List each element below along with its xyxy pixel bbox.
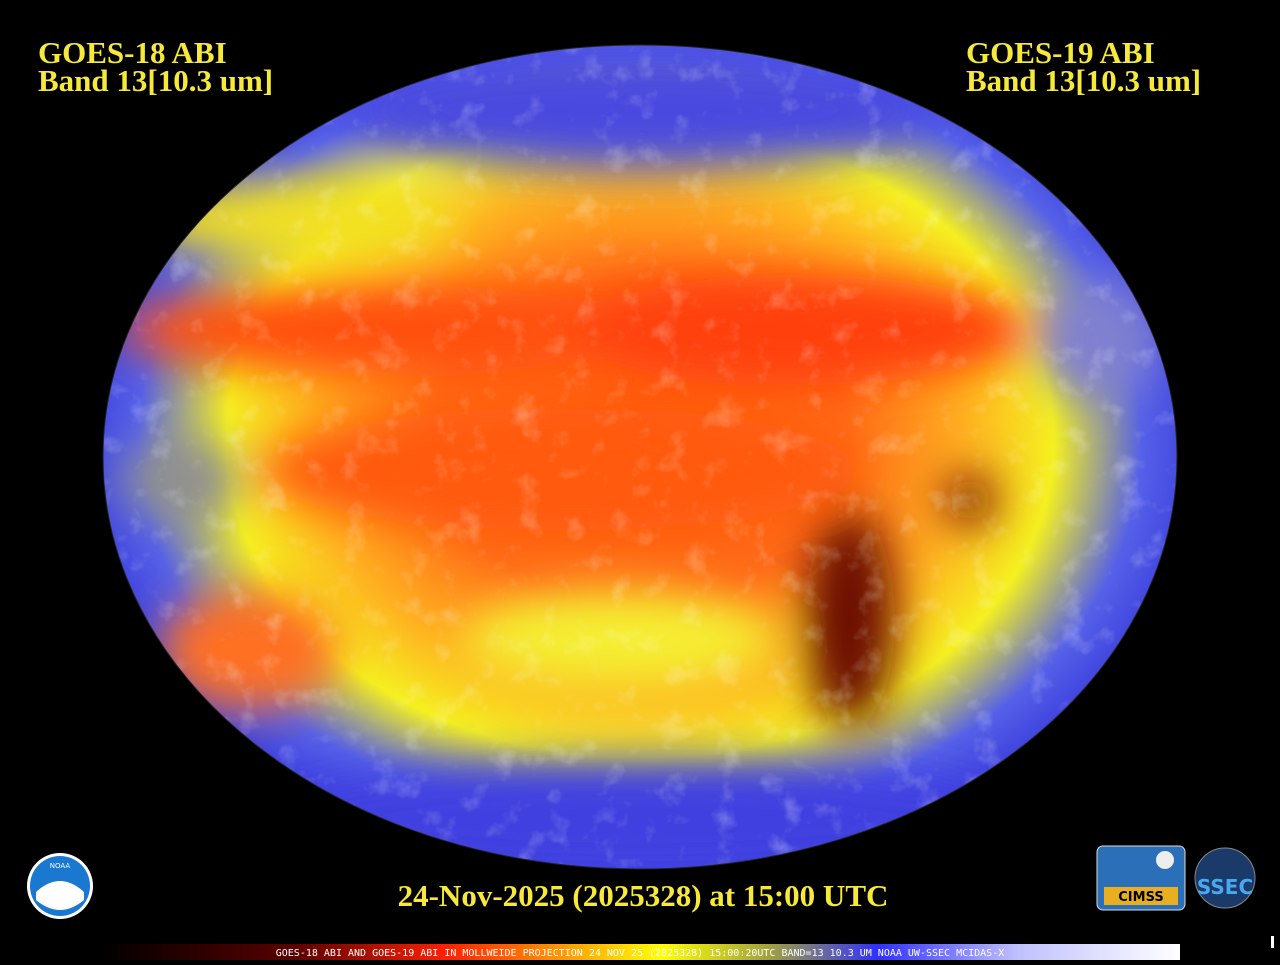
color-bar xyxy=(100,944,1180,960)
left-band: Band 13[10.3 um] xyxy=(38,63,273,98)
footer-caption: GOES-18 ABI AND GOES-19 ABI IN MOLLWEIDE… xyxy=(276,948,1004,959)
timestamp: 24-Nov-2025 (2025328) at 15:00 UTC xyxy=(398,878,889,913)
noaa-label: NOAA xyxy=(50,862,71,870)
cimss-globe xyxy=(1156,851,1174,869)
ssec-logo: SSEC xyxy=(1194,847,1256,909)
right-band: Band 13[10.3 um] xyxy=(966,63,1201,98)
ssec-disc xyxy=(1194,847,1256,909)
ssec-label: SSEC xyxy=(1197,875,1253,899)
noaa-wave xyxy=(36,881,84,910)
left-satellite: GOES-18 ABI xyxy=(38,35,227,70)
cimss-band xyxy=(1104,887,1178,905)
noaa-logo: NOAA xyxy=(27,853,93,919)
cimss-label: CIMSS xyxy=(1118,890,1163,905)
cimss-logo: CIMSS xyxy=(1096,845,1186,911)
globe-outline xyxy=(102,44,1178,870)
globe xyxy=(103,45,1177,869)
cloud-texture xyxy=(103,45,1177,869)
right-satellite: GOES-19 ABI xyxy=(966,35,1155,70)
corner-tick xyxy=(1271,936,1274,948)
